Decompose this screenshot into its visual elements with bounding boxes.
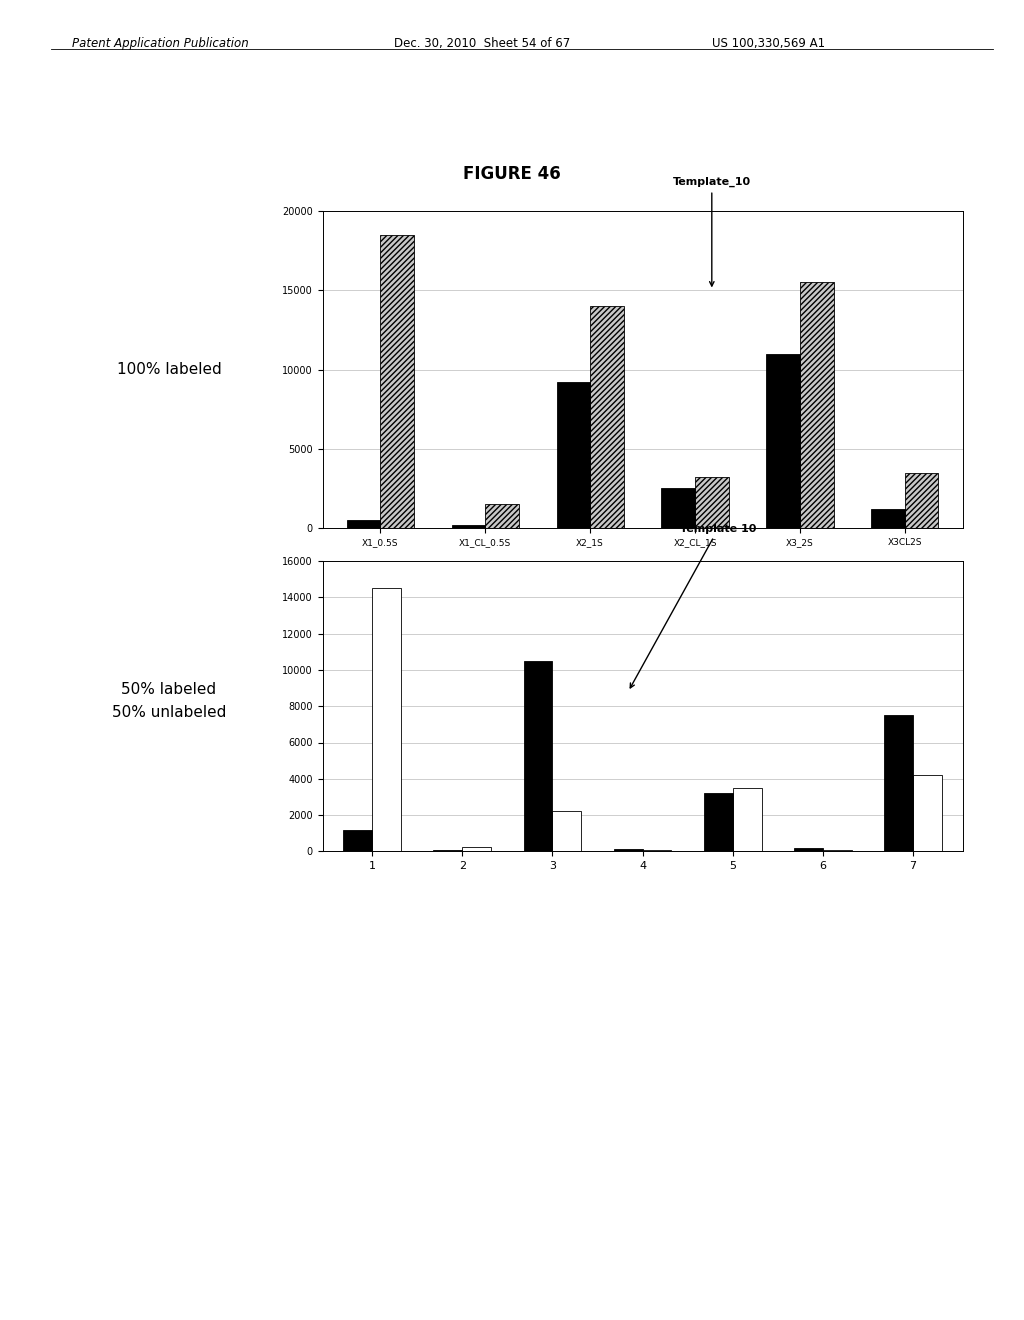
Text: FIGURE 46: FIGURE 46 [463, 165, 561, 183]
Bar [485, 504, 519, 528]
Text: Template 10: Template 10 [630, 524, 757, 688]
Bar [380, 235, 414, 528]
Text: US 100,330,569 A1: US 100,330,569 A1 [712, 37, 824, 50]
Text: Template_10: Template_10 [673, 177, 751, 286]
Bar [556, 383, 590, 528]
Bar [794, 847, 823, 851]
Text: 100% labeled: 100% labeled [117, 362, 221, 378]
Bar [590, 306, 624, 528]
Text: Patent Application Publication: Patent Application Publication [72, 37, 249, 50]
Bar [703, 793, 733, 851]
Bar [800, 282, 834, 528]
Bar [343, 830, 372, 851]
Bar [433, 850, 462, 851]
Text: 50% unlabeled: 50% unlabeled [112, 705, 226, 721]
Bar [347, 520, 380, 528]
Text: Dec. 30, 2010  Sheet 54 of 67: Dec. 30, 2010 Sheet 54 of 67 [394, 37, 570, 50]
Bar [662, 488, 695, 528]
Bar [643, 850, 672, 851]
Bar [823, 850, 852, 851]
Text: 50% labeled: 50% labeled [122, 681, 216, 697]
Bar [462, 847, 492, 851]
Bar [766, 354, 800, 528]
Bar [913, 775, 942, 851]
Bar [372, 589, 401, 851]
Bar [733, 788, 762, 851]
Bar [523, 661, 552, 851]
Bar [552, 812, 582, 851]
Bar [695, 478, 729, 528]
Bar [452, 525, 485, 528]
Bar [871, 510, 905, 528]
Bar [905, 473, 938, 528]
Bar [884, 715, 913, 851]
Bar [613, 849, 643, 851]
